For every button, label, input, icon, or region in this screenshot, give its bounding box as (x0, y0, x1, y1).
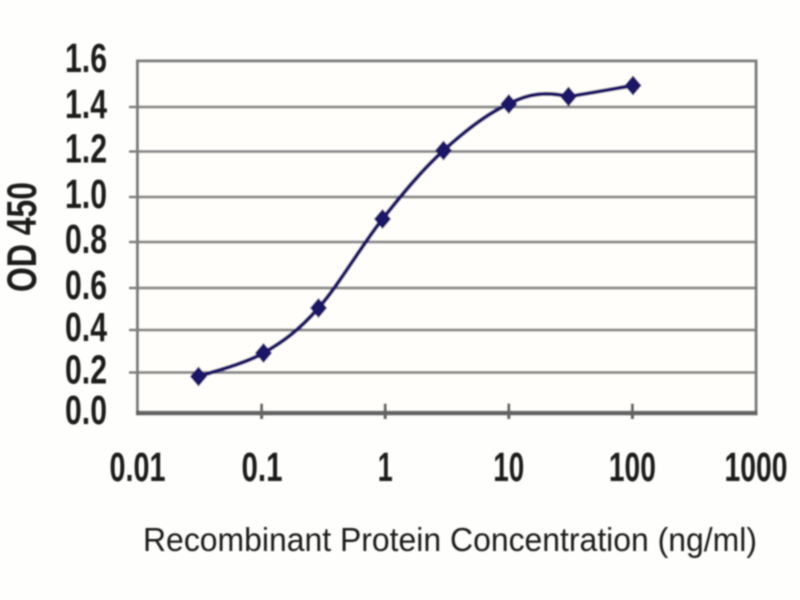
svg-text:0.8: 0.8 (65, 216, 107, 262)
svg-text:0.4: 0.4 (65, 304, 107, 350)
svg-text:0.2: 0.2 (65, 346, 107, 392)
svg-text:100: 100 (609, 444, 656, 490)
svg-text:0.1: 0.1 (242, 444, 283, 490)
svg-text:10: 10 (493, 444, 524, 490)
svg-text:Recombinant Protein Concentrat: Recombinant Protein Concentration (ng/ml… (143, 521, 757, 558)
svg-text:1.0: 1.0 (65, 171, 107, 217)
svg-text:1.6: 1.6 (65, 35, 107, 81)
svg-text:OD 450: OD 450 (0, 182, 45, 292)
svg-text:1: 1 (378, 444, 393, 490)
svg-text:0.6: 0.6 (65, 262, 107, 308)
svg-text:0.01: 0.01 (110, 444, 166, 490)
svg-text:0.0: 0.0 (65, 387, 107, 433)
svg-text:1000: 1000 (725, 444, 788, 490)
svg-text:1.2: 1.2 (65, 125, 107, 171)
svg-text:1.4: 1.4 (65, 81, 107, 127)
